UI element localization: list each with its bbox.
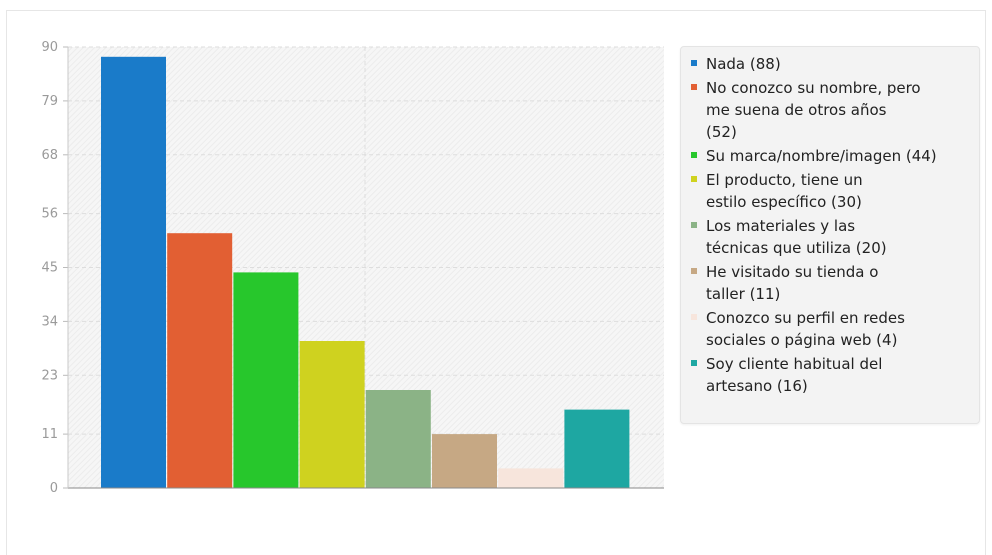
bar[interactable]: [167, 233, 233, 488]
legend: Nada (88) No conozco su nombre, pero me …: [680, 46, 980, 424]
legend-label: No conozco su nombre, pero me suena de o…: [706, 79, 921, 141]
legend-item[interactable]: Los materiales y las técnicas que utiliz…: [691, 215, 975, 259]
y-tick-label: 79: [41, 94, 58, 109]
legend-swatch: [691, 60, 697, 66]
legend-swatch: [691, 176, 697, 182]
legend-item[interactable]: Soy cliente habitual del artesano (16): [691, 353, 975, 397]
legend-swatch: [691, 360, 697, 366]
y-tick-label: 90: [41, 40, 58, 55]
legend-item[interactable]: Conozco su perfil en redes sociales o pá…: [691, 307, 975, 351]
bar[interactable]: [498, 468, 564, 488]
legend-item[interactable]: Nada (88): [691, 53, 975, 75]
bars-group: [101, 56, 630, 489]
y-tick-label: 0: [50, 481, 58, 496]
legend-label: Los materiales y las técnicas que utiliz…: [706, 217, 887, 257]
legend-swatch: [691, 222, 697, 228]
bar[interactable]: [299, 341, 365, 488]
y-tick-label: 56: [41, 207, 58, 222]
legend-label: El producto, tiene un estilo específico …: [706, 171, 863, 211]
bar[interactable]: [233, 272, 299, 488]
y-tick-label: 68: [41, 148, 58, 163]
y-tick-label: 34: [41, 314, 58, 329]
legend-swatch: [691, 268, 697, 274]
legend-item[interactable]: No conozco su nombre, pero me suena de o…: [691, 77, 975, 143]
y-tick-label: 45: [41, 261, 58, 276]
bar[interactable]: [365, 390, 431, 488]
legend-swatch: [691, 314, 697, 320]
legend-swatch: [691, 152, 697, 158]
legend-label: Su marca/nombre/imagen (44): [706, 147, 937, 165]
bar[interactable]: [564, 409, 630, 488]
legend-label: He visitado su tienda o taller (11): [706, 263, 879, 303]
bar[interactable]: [432, 434, 497, 488]
legend-label: Conozco su perfil en redes sociales o pá…: [706, 309, 905, 349]
legend-label: Nada (88): [706, 55, 781, 73]
legend-item[interactable]: He visitado su tienda o taller (11): [691, 261, 975, 305]
bar[interactable]: [101, 56, 166, 489]
legend-swatch: [691, 84, 697, 90]
y-axis: 0 11 23 34 45 56 68 79 90: [41, 40, 68, 496]
y-tick-label: 23: [41, 368, 58, 383]
y-tick-label: 11: [41, 427, 58, 442]
legend-item[interactable]: El producto, tiene un estilo específico …: [691, 169, 975, 213]
legend-label: Soy cliente habitual del artesano (16): [706, 355, 883, 395]
legend-item[interactable]: Su marca/nombre/imagen (44): [691, 145, 975, 167]
